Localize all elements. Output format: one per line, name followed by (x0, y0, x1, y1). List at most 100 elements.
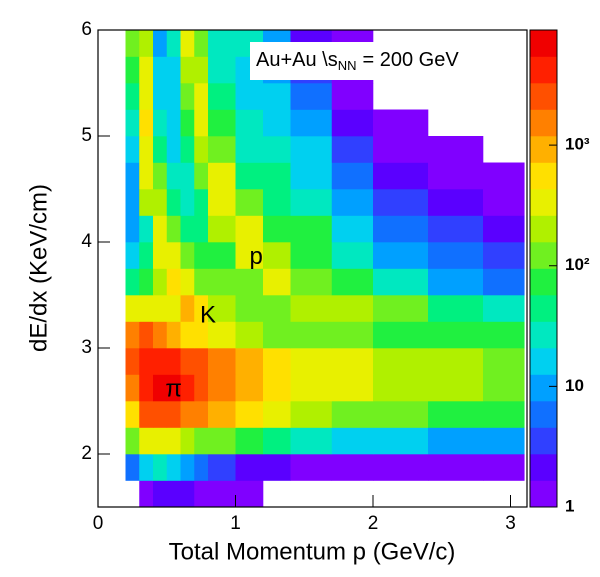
y-tick-label: 3 (81, 337, 92, 358)
colorbar-frame (529, 29, 558, 508)
heatmap-cell (373, 268, 429, 296)
heatmap-cell (331, 215, 374, 243)
heatmap-cell (483, 189, 525, 216)
heatmap-cell (194, 348, 209, 375)
heatmap-cell (139, 480, 154, 508)
annotation-sub: NN (338, 58, 357, 73)
heatmap-cell (180, 162, 195, 190)
heatmap-cell (331, 83, 374, 110)
heatmap-cell (139, 136, 154, 163)
heatmap-cell (290, 189, 333, 216)
heatmap-cell (153, 480, 168, 508)
heatmap-cell (331, 136, 374, 163)
heatmap-cells (125, 30, 525, 508)
y-tick-label: 2 (81, 443, 92, 464)
heatmap-cell (290, 83, 333, 110)
heatmap-cell (180, 136, 195, 163)
heatmap-cell (153, 242, 168, 269)
heatmap-cell (208, 348, 236, 375)
heatmap-cell (166, 374, 181, 402)
heatmap-cell (125, 454, 140, 481)
heatmap-cell (139, 242, 154, 269)
heatmap-cell (194, 427, 209, 455)
y-tick-label: 6 (81, 19, 92, 40)
heatmap-cell (373, 454, 429, 481)
heatmap-cell (208, 189, 236, 216)
heatmap-cell (180, 242, 195, 269)
heatmap-cell (139, 427, 154, 455)
heatmap-cell (235, 83, 264, 110)
heatmap-cell (153, 348, 168, 375)
heatmap-cell (194, 374, 209, 402)
heatmap-cell (153, 321, 168, 349)
heatmap-cell (125, 162, 140, 190)
heatmap-cell (373, 374, 429, 402)
heatmap-cell (194, 401, 209, 428)
colorbar-swatch (530, 215, 557, 243)
x-tick-label: 2 (368, 513, 379, 534)
heatmap-cell (139, 374, 154, 402)
heatmap-cell (194, 242, 209, 269)
heatmap-cell (166, 162, 181, 190)
heatmap-cell (331, 189, 374, 216)
heatmap-cell (153, 427, 168, 455)
heatmap-cell (153, 374, 168, 402)
heatmap-cell (290, 427, 333, 455)
heatmap-cell (235, 295, 264, 322)
y-axis-title: dE/dx (KeV/cm) (25, 184, 52, 352)
heatmap-cell (194, 162, 209, 190)
heatmap-cell (166, 83, 181, 110)
heatmap-cell (180, 268, 195, 296)
heatmap-cell (180, 427, 195, 455)
heatmap-cell (208, 401, 236, 428)
heatmap-cell (139, 295, 154, 322)
colorbar-swatch (530, 374, 557, 402)
heatmap-cell (263, 268, 291, 296)
heatmap-cell (166, 136, 181, 163)
band-label: p (249, 243, 262, 270)
heatmap-cell (208, 427, 236, 455)
colorbar-swatch (530, 30, 557, 57)
heatmap-cell (263, 454, 291, 481)
heatmap-cell (263, 215, 291, 243)
heatmap-cell (180, 295, 195, 322)
heatmap-cell (139, 56, 154, 84)
heatmap-cell (194, 109, 209, 137)
heatmap-cell (153, 401, 168, 428)
heatmap-cell (208, 374, 236, 402)
heatmap-cell (153, 454, 168, 481)
heatmap-cell (139, 321, 154, 349)
heatmap-cell (180, 401, 195, 428)
x-tick-label: 0 (93, 513, 104, 534)
heatmap-cell (125, 242, 140, 269)
heatmap-cell (125, 109, 140, 137)
heatmap-cell (290, 162, 333, 190)
heatmap-cell (125, 189, 140, 216)
heatmap-cell (208, 321, 236, 349)
colorbar-swatch (530, 162, 557, 190)
x-tick-label: 3 (505, 513, 516, 534)
heatmap-cell (373, 215, 429, 243)
heatmap-cell (180, 215, 195, 243)
band-label: K (200, 302, 216, 329)
heatmap-cell (125, 295, 140, 322)
heatmap-cell (290, 242, 333, 269)
heatmap-cell (428, 242, 484, 269)
heatmap-cell (153, 56, 168, 84)
heatmap-cell (331, 242, 374, 269)
heatmap-cell (139, 348, 154, 375)
heatmap-cell (483, 427, 525, 455)
heatmap-cell (263, 83, 291, 110)
colorbar-swatch (530, 480, 557, 508)
heatmap-cell (428, 162, 484, 190)
heatmap-cell (166, 215, 181, 243)
heatmap-cell (208, 295, 236, 322)
heatmap-cell (483, 295, 525, 322)
heatmap-cell (235, 348, 264, 375)
heatmap-cell (483, 374, 525, 402)
heatmap-cell (290, 295, 333, 322)
y-tick-label: 5 (81, 125, 92, 146)
heatmap-cell (290, 348, 333, 375)
x-axis-title: Total Momentum p (GeV/c) (169, 538, 456, 565)
heatmap-cell (235, 480, 264, 508)
